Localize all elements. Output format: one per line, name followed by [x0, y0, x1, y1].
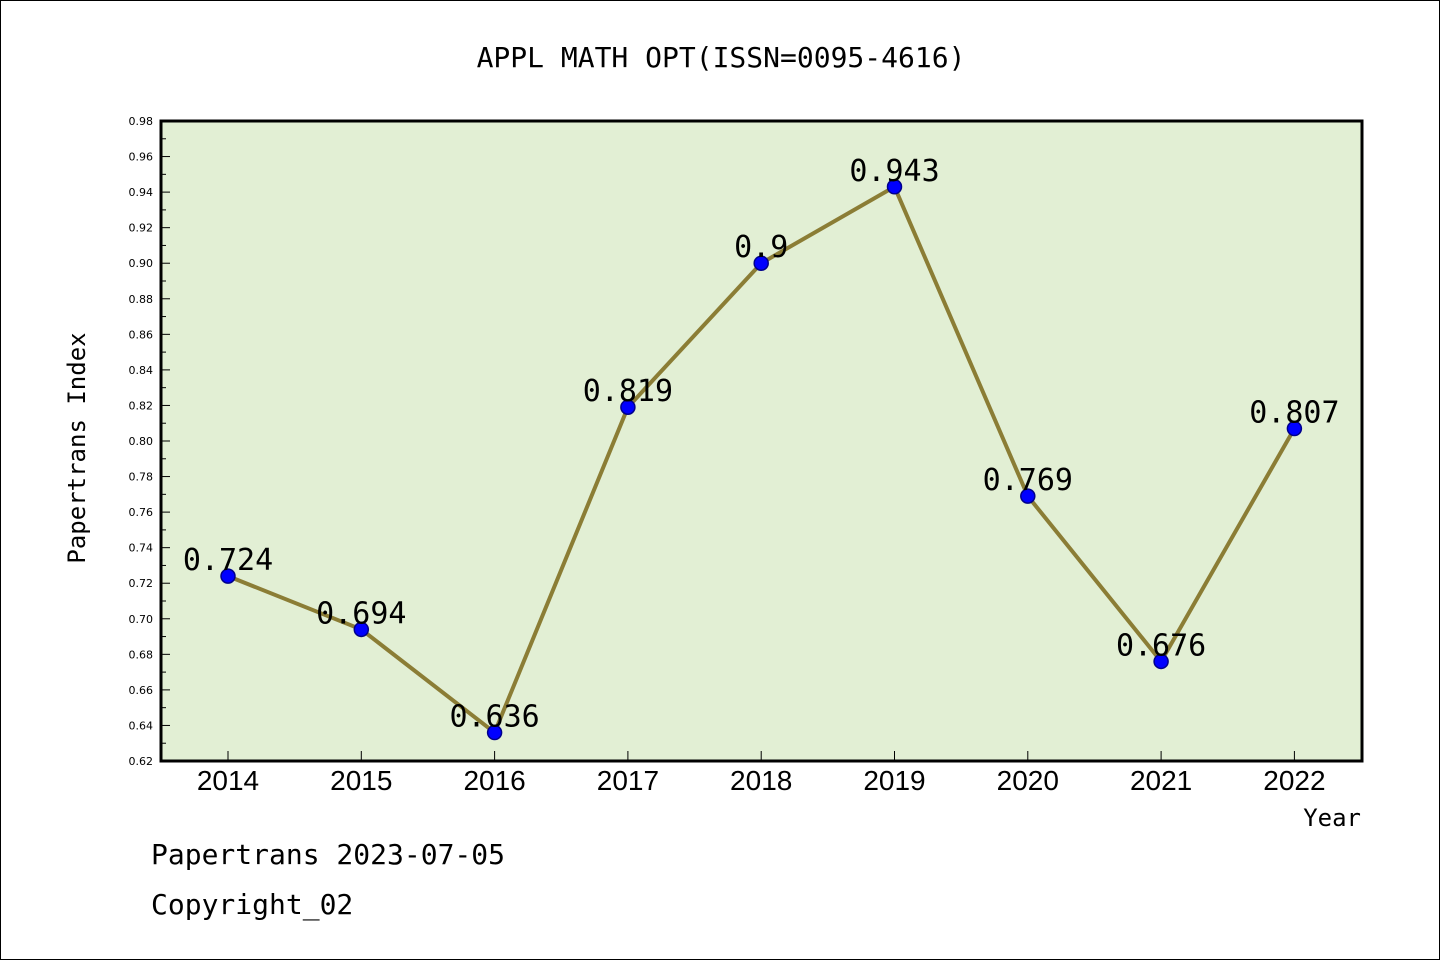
y-tick-label: 0.80: [129, 435, 154, 448]
data-point: [620, 399, 636, 415]
y-tick-label: 0.70: [129, 613, 154, 626]
data-point: [886, 179, 903, 195]
data-labels: 0.724 0.694 0.636 0.819 0.9 0.943 0.769 0.676 0.…: [183, 154, 1340, 735]
y-tick-label: 0.86: [129, 328, 154, 341]
data-point: [1020, 488, 1036, 504]
data-label: 0.807: [1249, 396, 1339, 431]
y-tick-label: 0.74: [129, 542, 154, 555]
x-axis: 2014 2015 2016 2017 2018 2019 2020 2021 2022: [197, 751, 1326, 796]
data-point: [353, 621, 370, 638]
y-tick-label: 0.92: [129, 222, 154, 235]
data-point: [1286, 420, 1303, 437]
data-point: [220, 568, 236, 584]
y-tick-label: 0.96: [129, 151, 154, 164]
y-tick-label: 0.68: [129, 648, 154, 661]
x-tick-label: 2019: [863, 765, 925, 796]
y-tick-label: 0.76: [129, 506, 154, 519]
x-axis-label: Year: [1303, 804, 1361, 832]
x-tick-label: 2016: [463, 765, 525, 796]
y-tick-label: 0.78: [129, 471, 154, 484]
data-label: 0.694: [316, 596, 406, 631]
data-point: [486, 724, 503, 741]
y-tick-label: 0.84: [129, 364, 154, 377]
y-tick-label: 0.66: [129, 684, 154, 697]
plot-area: [159, 119, 1364, 763]
y-tick-label: 0.62: [129, 755, 154, 768]
x-tick-label: 2018: [730, 765, 792, 796]
y-tick-label: 0.82: [129, 399, 154, 412]
x-tick-label: 2020: [997, 765, 1059, 796]
y-axis: 0.62 0.64 0.66 0.68 0.70 0.72 0.74 0.76 0.78 0.80…: [129, 115, 170, 768]
data-label: 0.769: [983, 463, 1073, 498]
x-tick-label: 2014: [197, 765, 259, 796]
data-label: 0.943: [849, 154, 939, 189]
footer-copyright: Copyright_02: [151, 888, 353, 922]
y-axis-label: Papertrans Index: [63, 332, 91, 563]
footer-date: Papertrans 2023-07-05: [151, 838, 505, 871]
x-tick-label: 2021: [1130, 765, 1192, 796]
series-markers: [220, 179, 1303, 741]
x-tick-label: 2022: [1263, 765, 1325, 796]
y-tick-label: 0.94: [129, 186, 154, 199]
data-label: 0.636: [449, 700, 539, 735]
data-label: 0.724: [183, 543, 273, 578]
data-label: 0.819: [583, 374, 673, 409]
y-tick-label: 0.98: [129, 115, 154, 128]
y-tick-label: 0.64: [129, 719, 154, 732]
y-tick-label: 0.88: [129, 293, 154, 306]
data-point: [1153, 653, 1169, 670]
data-label: 0.9: [734, 230, 788, 265]
y-tick-label: 0.90: [129, 257, 154, 270]
chart-title: APPL MATH OPT(ISSN=0095-4616): [477, 41, 966, 74]
x-tick-label: 2015: [330, 765, 392, 796]
y-tick-label: 0.72: [129, 577, 154, 590]
data-point: [753, 255, 769, 271]
x-tick-label: 2017: [597, 765, 659, 796]
data-label: 0.676: [1116, 628, 1206, 663]
